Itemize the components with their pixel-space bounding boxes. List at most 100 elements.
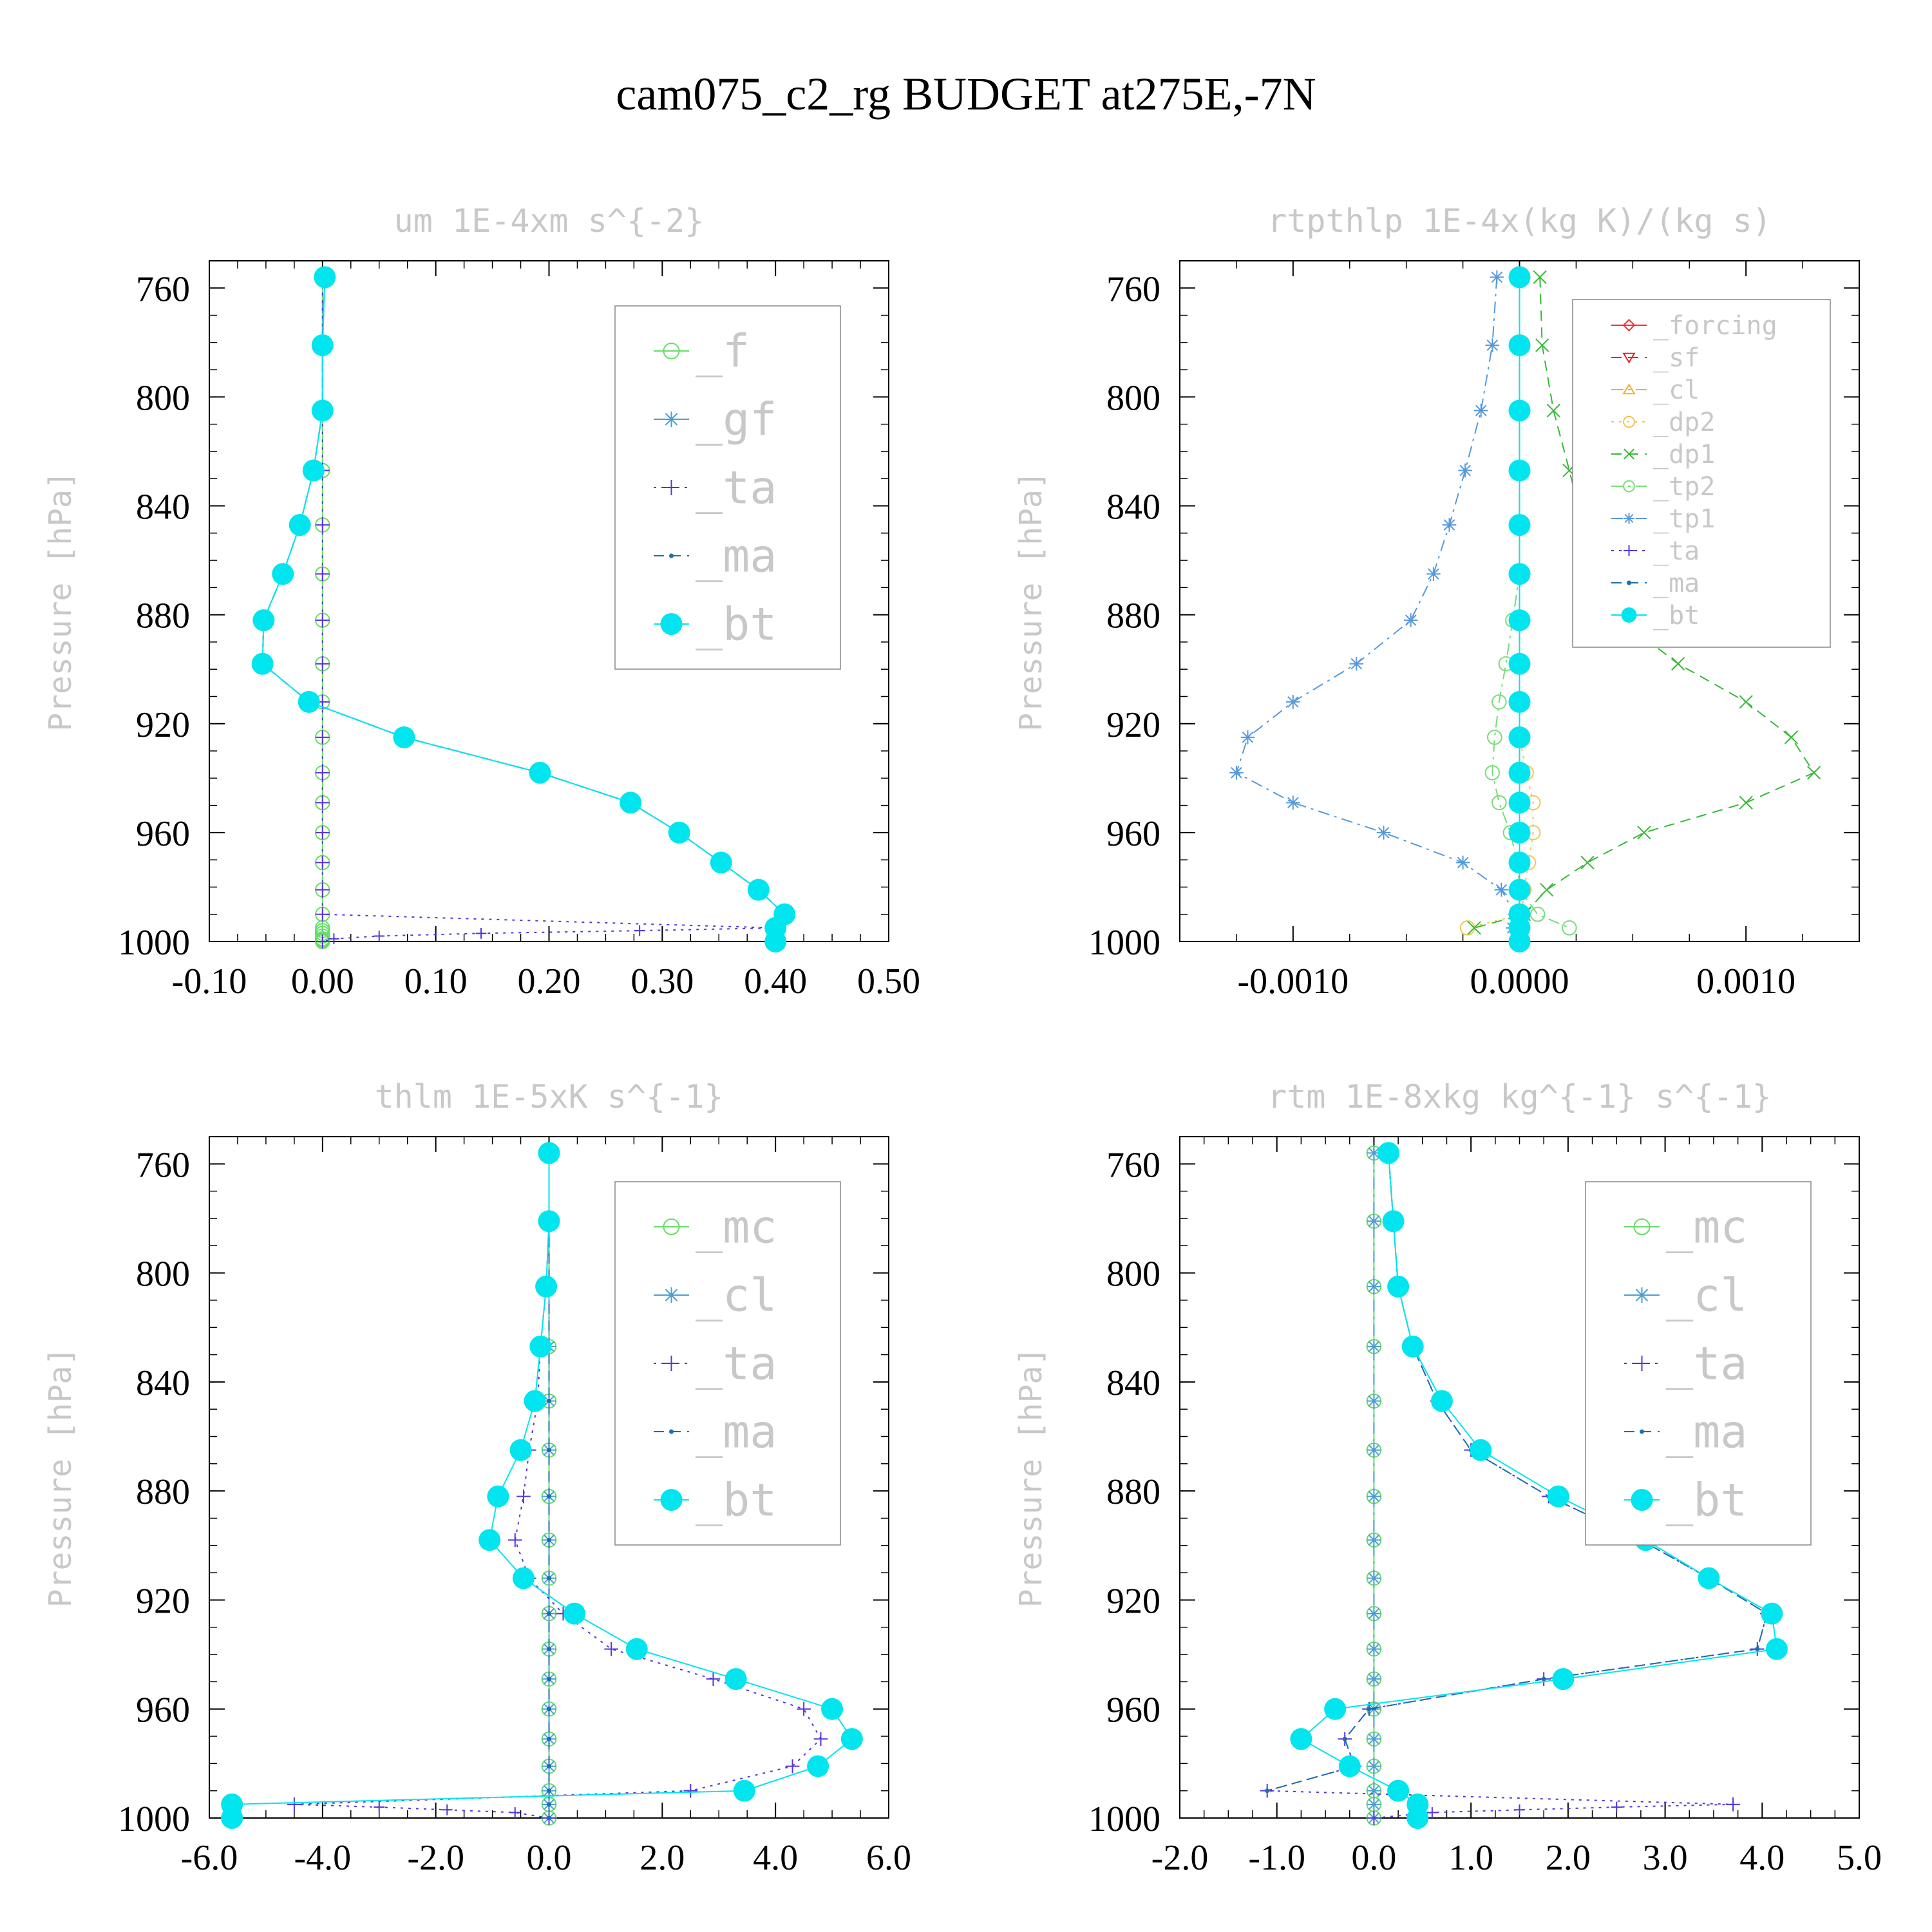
legend-marker-ma bbox=[1627, 580, 1631, 585]
data-point-bt bbox=[289, 514, 311, 536]
data-point-cl bbox=[1367, 1394, 1381, 1408]
legend-marker-f bbox=[663, 343, 680, 359]
data-point-cl bbox=[1367, 1533, 1381, 1548]
legend-label-mc: _mc bbox=[696, 1201, 777, 1254]
data-point-bt bbox=[1378, 1142, 1400, 1164]
data-point-bt bbox=[393, 726, 415, 748]
x-tick-label: 1.0 bbox=[1448, 1838, 1493, 1878]
data-point-ta bbox=[374, 931, 385, 942]
data-point-cl bbox=[1367, 1340, 1381, 1354]
data-point-ma bbox=[547, 1764, 551, 1769]
legend-label-ta: _ta bbox=[696, 462, 777, 515]
series-line-ta bbox=[321, 277, 776, 942]
panel-rtm: rtm 1E-8xkg kg^{-1} s^{-1} 760 800 840 880 92… bbox=[1013, 1078, 1882, 1878]
series-line-tp1 bbox=[1235, 277, 1516, 929]
data-point-ta bbox=[287, 1797, 301, 1812]
data-point-dp1 bbox=[1807, 766, 1821, 780]
y-axis-label: Pressure [hPa] bbox=[43, 471, 79, 732]
data-point-ma bbox=[1367, 1707, 1372, 1712]
legend-marker-ma bbox=[669, 553, 674, 558]
data-point-tp1 bbox=[1286, 695, 1300, 709]
x-tick-label: 4.0 bbox=[1739, 1838, 1785, 1878]
data-point-ta bbox=[706, 1672, 721, 1686]
y-tick-label: 880 bbox=[136, 1472, 190, 1512]
data-point-tp1 bbox=[1490, 270, 1504, 285]
data-point-bt bbox=[564, 1602, 586, 1625]
data-point-ta bbox=[634, 925, 645, 936]
legend-label-forcing: _forcing bbox=[1653, 311, 1777, 341]
legend-marker-mc bbox=[663, 1218, 680, 1235]
data-point-bt bbox=[724, 1668, 747, 1690]
legend-label-bt: _bt bbox=[696, 598, 777, 651]
data-point-ma bbox=[1265, 1788, 1270, 1794]
data-point-tp1 bbox=[1455, 855, 1470, 870]
data-point-ta bbox=[604, 1642, 619, 1656]
data-point-ta bbox=[316, 934, 330, 949]
data-point-ma bbox=[547, 1537, 551, 1542]
y-tick-label: 800 bbox=[136, 378, 190, 418]
y-tick-label: 800 bbox=[136, 1255, 190, 1294]
y-tick-label: 1000 bbox=[118, 1799, 190, 1839]
data-point-bt bbox=[529, 1335, 552, 1358]
panel-title: rtpthlp 1E-4x(kg K)/(kg s) bbox=[1267, 202, 1772, 240]
data-point-dp1 bbox=[1467, 921, 1481, 935]
legend-marker-ta bbox=[663, 1356, 679, 1371]
legend-label-ma: _ma bbox=[696, 530, 777, 583]
data-point-tp1 bbox=[1426, 567, 1441, 582]
data-point-ta bbox=[316, 518, 330, 532]
data-point-ta bbox=[316, 855, 330, 870]
x-tick-label: 5.0 bbox=[1837, 1838, 1882, 1878]
data-point-ta bbox=[813, 1732, 828, 1747]
y-tick-label: 1000 bbox=[118, 923, 190, 963]
legend-marker-ta bbox=[663, 480, 679, 495]
x-tick-label: 2.0 bbox=[639, 1838, 685, 1878]
x-tick-label: 0.0 bbox=[1351, 1838, 1396, 1878]
y-tick-label: 1000 bbox=[1088, 923, 1160, 963]
data-point-tp1 bbox=[1473, 403, 1488, 418]
data-point-ma bbox=[1541, 1676, 1546, 1681]
legend-marker-dp1 bbox=[1624, 448, 1634, 460]
legend-label-tp2: _tp2 bbox=[1653, 472, 1715, 502]
data-point-cl bbox=[1367, 1146, 1381, 1160]
data-point-bt bbox=[311, 399, 334, 422]
series-group bbox=[251, 266, 796, 952]
data-point-ta bbox=[316, 766, 330, 780]
data-point-ta bbox=[328, 933, 339, 945]
legend-marker-tp1 bbox=[1624, 513, 1634, 524]
data-point-ta bbox=[316, 656, 330, 671]
data-point-cl bbox=[1367, 1783, 1381, 1798]
legend-label-ma: _ma bbox=[1666, 1406, 1747, 1459]
panel-um: um 1E-4xm s^{-2} 760 800 840 880 920 960 1000-0… bbox=[43, 202, 920, 1001]
data-point-bt bbox=[764, 931, 787, 952]
data-point-tp1 bbox=[1240, 730, 1255, 744]
data-point-bt bbox=[1508, 726, 1531, 748]
data-point-dp1 bbox=[1637, 826, 1651, 840]
data-point-ma bbox=[547, 1611, 551, 1616]
data-point-ta bbox=[785, 1759, 800, 1774]
x-tick-label: 0.40 bbox=[744, 961, 807, 1001]
data-point-bt bbox=[538, 1142, 560, 1164]
x-tick-label: -4.0 bbox=[294, 1838, 352, 1878]
y-tick-label: 920 bbox=[136, 1581, 190, 1621]
data-point-bt bbox=[1508, 399, 1531, 422]
data-point-tp1 bbox=[1485, 338, 1500, 352]
data-point-ma bbox=[1755, 1647, 1760, 1652]
y-tick-label: 880 bbox=[136, 596, 190, 636]
data-point-ta bbox=[316, 730, 330, 744]
y-tick-label: 760 bbox=[1106, 269, 1160, 309]
legend-box bbox=[1585, 1181, 1812, 1546]
data-point-bt bbox=[311, 334, 334, 357]
data-point-tp2 bbox=[1530, 906, 1546, 922]
y-tick-label: 960 bbox=[1106, 814, 1160, 854]
x-tick-label: 6.0 bbox=[866, 1838, 911, 1878]
data-point-bt bbox=[252, 609, 275, 632]
y-tick-label: 960 bbox=[136, 814, 190, 854]
legend: _forcing_sf_cl _dp2 _dp1 _tp2_tp1_ta _ma _bt bbox=[1572, 299, 1831, 648]
panel-thlm: thlm 1E-5xK s^{-1} 760 800 840 880 920 960 1000… bbox=[43, 1078, 911, 1878]
data-point-cl bbox=[1367, 1672, 1381, 1686]
data-point-tp2 bbox=[1562, 920, 1577, 936]
x-tick-label: 2.0 bbox=[1546, 1838, 1591, 1878]
data-point-dp1 bbox=[1580, 855, 1595, 869]
legend-label-dp2: _dp2 bbox=[1653, 408, 1715, 437]
data-point-ta bbox=[797, 1701, 811, 1716]
